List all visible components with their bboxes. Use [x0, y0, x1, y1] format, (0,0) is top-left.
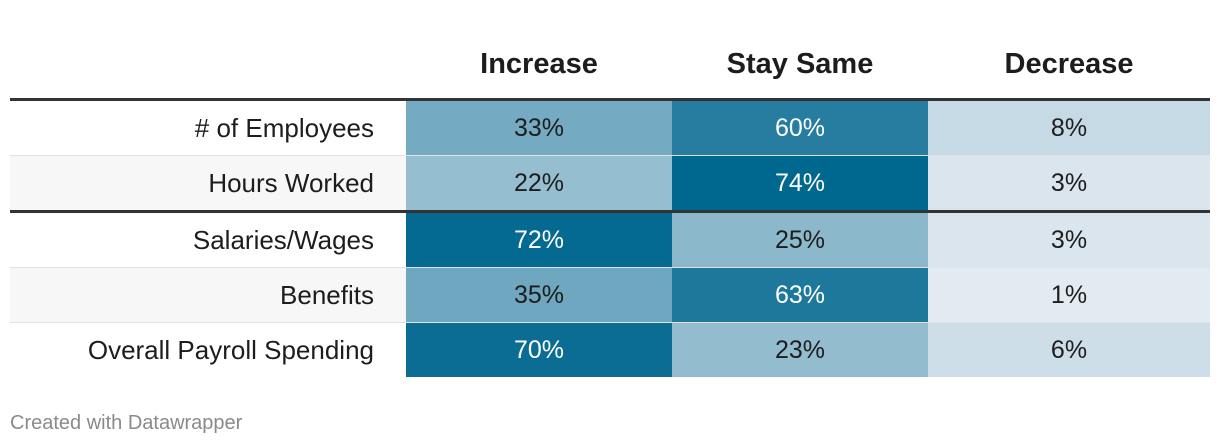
- row-divider: [10, 267, 1210, 268]
- row-label: # of Employees: [194, 113, 374, 143]
- row-label: Salaries/Wages: [192, 225, 374, 255]
- column-header-decrease: Decrease: [1004, 48, 1134, 80]
- heatmap-cell: 1%: [928, 268, 1210, 322]
- heatmap-cell: 74%: [672, 156, 928, 210]
- table-row: Hours Worked 22% 74% 3%: [10, 156, 1210, 210]
- row-label: Benefits: [280, 280, 374, 310]
- footer-credit: Created with Datawrapper: [10, 412, 243, 434]
- heatmap-cell: 23%: [672, 323, 928, 377]
- heatmap-cell: 3%: [928, 213, 1210, 267]
- heatmap-cell: 60%: [672, 101, 928, 155]
- column-header-increase: Increase: [480, 48, 598, 80]
- heatmap-cell: 25%: [672, 213, 928, 267]
- heatmap-cell: 6%: [928, 323, 1210, 377]
- table-row: Salaries/Wages 72% 25% 3%: [10, 213, 1210, 267]
- heatmap-cell: 8%: [928, 101, 1210, 155]
- table-row: # of Employees 33% 60% 8%: [10, 101, 1210, 155]
- heatmap-cell: 35%: [406, 268, 672, 322]
- row-divider: [10, 155, 1210, 156]
- heatmap-cell: 3%: [928, 156, 1210, 210]
- heatmap-cell: 72%: [406, 213, 672, 267]
- heatmap-cell: 22%: [406, 156, 672, 210]
- heatmap-cell: 70%: [406, 323, 672, 377]
- group-divider: [10, 210, 1210, 213]
- heatmap-table: Increase Stay Same Decrease # of Employe…: [10, 30, 1210, 377]
- table-row: Benefits 35% 63% 1%: [10, 268, 1210, 322]
- heatmap-cell: 33%: [406, 101, 672, 155]
- table-row: Overall Payroll Spending 70% 23% 6%: [10, 323, 1210, 377]
- column-header-stay-same: Stay Same: [726, 48, 874, 80]
- table-header: Increase Stay Same Decrease: [10, 30, 1210, 98]
- row-divider: [10, 322, 1210, 323]
- row-label: Hours Worked: [208, 168, 374, 198]
- table-body: # of Employees 33% 60% 8% Hours Worked 22% 74%…: [10, 101, 1210, 377]
- row-label: Overall Payroll Spending: [87, 335, 374, 365]
- heatmap-cell: 63%: [672, 268, 928, 322]
- header-divider: [10, 98, 1210, 101]
